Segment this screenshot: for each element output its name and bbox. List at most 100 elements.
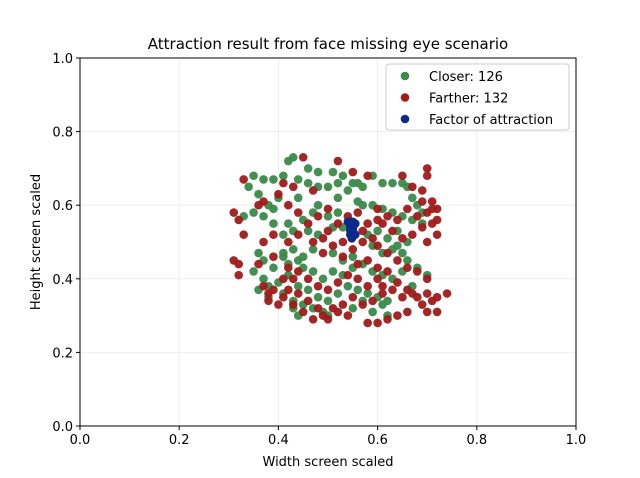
scatter-point bbox=[293, 208, 303, 217]
scatter-point bbox=[259, 211, 268, 221]
scatter-point bbox=[274, 300, 283, 309]
scatter-point bbox=[279, 171, 288, 181]
x-axis-label: Width screen scaled bbox=[263, 455, 394, 470]
scatter-point bbox=[417, 197, 427, 206]
scatter-point bbox=[353, 197, 363, 206]
scatter-point bbox=[348, 303, 358, 313]
scatter-point bbox=[279, 178, 288, 188]
scatter-point bbox=[269, 263, 278, 273]
scatter-point bbox=[408, 182, 417, 192]
scatter-point bbox=[383, 314, 392, 324]
scatter-point bbox=[328, 241, 338, 250]
scatter-point bbox=[432, 292, 442, 302]
scatter-point bbox=[343, 270, 353, 280]
scatter-point bbox=[422, 289, 432, 298]
scatter-point bbox=[348, 292, 358, 302]
y-tick-label: 1.0 bbox=[52, 52, 73, 67]
scatter-point bbox=[373, 226, 382, 236]
scatter-point bbox=[393, 311, 402, 320]
scatter-point bbox=[403, 256, 412, 265]
scatter-point bbox=[408, 230, 417, 239]
scatter-point bbox=[408, 289, 417, 298]
scatter-point bbox=[442, 289, 452, 298]
scatter-point bbox=[244, 182, 253, 192]
scatter-point bbox=[298, 307, 308, 317]
scatter-point bbox=[412, 267, 422, 276]
legend-marker bbox=[400, 93, 410, 102]
scatter-point bbox=[323, 182, 333, 192]
scatter-point bbox=[338, 252, 348, 262]
legend-entry: Factor of attraction bbox=[429, 113, 553, 128]
scatter-point bbox=[398, 234, 407, 243]
chart-title: Attraction result from face missing eye … bbox=[148, 35, 508, 53]
scatter-point bbox=[234, 259, 244, 269]
scatter-point bbox=[308, 267, 318, 276]
scatter-point bbox=[303, 226, 313, 236]
scatter-point bbox=[338, 300, 348, 309]
scatter-point bbox=[313, 200, 323, 210]
y-tick-label: 0.4 bbox=[52, 273, 73, 288]
scatter-point bbox=[259, 281, 268, 291]
scatter-point bbox=[378, 300, 387, 309]
scatter-point bbox=[427, 204, 437, 214]
scatter-point bbox=[422, 164, 432, 173]
scatter-point bbox=[293, 230, 303, 239]
scatter-point bbox=[249, 208, 258, 217]
y-tick-label: 0.2 bbox=[52, 346, 73, 361]
scatter-point bbox=[284, 200, 293, 210]
scatter-point bbox=[417, 222, 427, 232]
scatter-point bbox=[427, 219, 437, 228]
scatter-point bbox=[432, 307, 442, 317]
legend-marker bbox=[400, 71, 410, 81]
scatter-point bbox=[373, 274, 382, 284]
scatter-point bbox=[417, 300, 427, 309]
scatter-point bbox=[333, 219, 343, 228]
scatter-point bbox=[288, 300, 298, 309]
scatter-point bbox=[298, 252, 308, 262]
scatter-point bbox=[318, 274, 328, 284]
scatter-point bbox=[313, 211, 323, 221]
scatter-point bbox=[229, 208, 239, 217]
scatter-point bbox=[393, 215, 402, 225]
scatter-point bbox=[293, 175, 303, 184]
scatter-point bbox=[293, 267, 303, 276]
scatter-point bbox=[432, 230, 442, 239]
scatter-point bbox=[393, 278, 402, 287]
scatter-point bbox=[403, 307, 412, 317]
scatter-point bbox=[398, 171, 407, 181]
scatter-point bbox=[274, 189, 283, 199]
scatter-point bbox=[313, 281, 323, 291]
scatter-point bbox=[388, 226, 397, 236]
scatter-point bbox=[383, 248, 392, 258]
scatter-point bbox=[333, 156, 343, 166]
scatter-point bbox=[234, 215, 244, 225]
scatter-point bbox=[318, 234, 328, 243]
scatter-point bbox=[308, 245, 318, 254]
scatter-point bbox=[363, 289, 372, 298]
legend-marker bbox=[400, 114, 410, 124]
scatter-point bbox=[269, 175, 278, 184]
scatter-point bbox=[259, 175, 268, 184]
scatter-point bbox=[239, 175, 248, 184]
scatter-point bbox=[383, 267, 392, 276]
scatter-point bbox=[348, 245, 358, 254]
scatter-point bbox=[373, 318, 382, 328]
scatter-point bbox=[383, 211, 392, 221]
scatter-point bbox=[279, 292, 288, 302]
scatter-point bbox=[343, 281, 353, 291]
scatter-point bbox=[254, 248, 263, 258]
scatter-point bbox=[333, 289, 343, 298]
scatter-point bbox=[412, 211, 422, 221]
scatter-point bbox=[279, 274, 288, 284]
scatter-point bbox=[308, 237, 318, 247]
scatter-point bbox=[343, 186, 353, 195]
scatter-point bbox=[368, 307, 377, 317]
scatter-point bbox=[293, 289, 303, 298]
scatter-point bbox=[408, 193, 417, 203]
legend: Closer: 126 Farther: 132 Factor of attract… bbox=[385, 63, 570, 131]
scatter-point bbox=[254, 189, 263, 199]
scatter-point bbox=[288, 274, 298, 284]
x-tick-label: 0.0 bbox=[70, 433, 91, 448]
scatter-point bbox=[353, 259, 363, 269]
x-tick-label: 0.4 bbox=[268, 433, 289, 448]
